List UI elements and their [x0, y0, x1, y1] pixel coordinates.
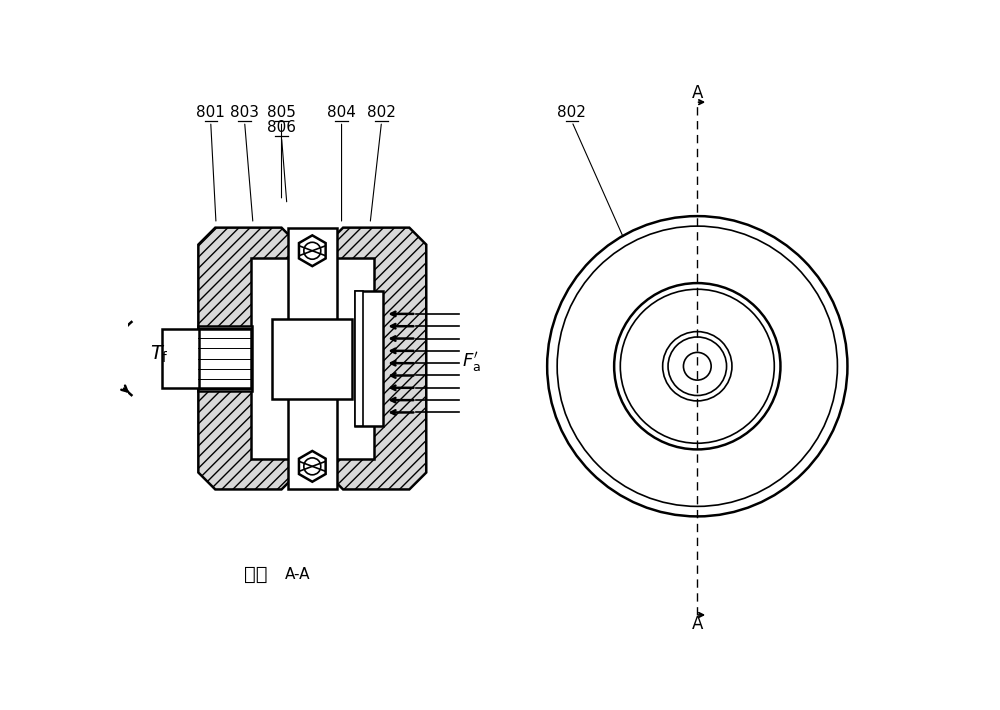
Bar [288, 228, 337, 489]
Circle shape [557, 226, 837, 506]
Text: 805: 805 [267, 105, 296, 120]
Polygon shape [299, 451, 326, 482]
Text: $F_{\mathrm{a}}^{\prime}$: $F_{\mathrm{a}}^{\prime}$ [462, 351, 481, 374]
Circle shape [683, 352, 711, 380]
Text: 剖面: 剖面 [244, 564, 268, 584]
Text: A: A [692, 615, 703, 633]
Circle shape [663, 332, 732, 401]
Polygon shape [299, 235, 326, 266]
Text: A: A [692, 84, 703, 102]
Bar [272, 319, 352, 398]
Bar [355, 291, 363, 426]
Circle shape [620, 289, 774, 443]
Text: A-A: A-A [285, 567, 310, 581]
Bar [198, 326, 252, 391]
Circle shape [668, 337, 727, 395]
Circle shape [614, 283, 780, 449]
Text: $T_{\mathrm{f}}$: $T_{\mathrm{f}}$ [150, 344, 169, 366]
Circle shape [547, 216, 847, 516]
Text: 801: 801 [196, 105, 225, 120]
Bar [251, 258, 374, 459]
Text: 802: 802 [367, 105, 396, 120]
Polygon shape [198, 228, 298, 489]
Circle shape [304, 242, 321, 259]
Text: 803: 803 [230, 105, 259, 120]
Bar [162, 329, 199, 388]
Text: 806: 806 [267, 120, 296, 135]
Bar [198, 329, 251, 388]
Text: 802: 802 [557, 105, 586, 120]
Circle shape [304, 458, 321, 475]
Polygon shape [326, 228, 426, 489]
Bar [355, 291, 383, 426]
Text: 804: 804 [327, 105, 356, 120]
